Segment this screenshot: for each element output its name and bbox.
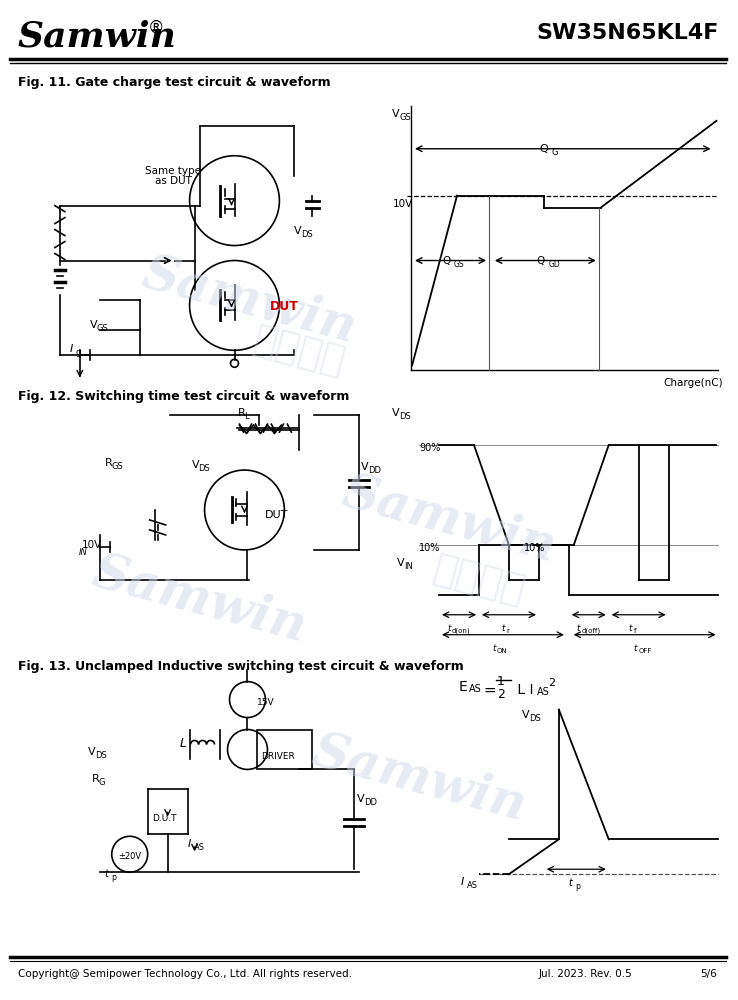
- Text: DS: DS: [301, 230, 313, 239]
- Text: p: p: [111, 873, 116, 882]
- Text: GS: GS: [97, 324, 108, 333]
- Text: V: V: [294, 226, 302, 236]
- Text: IN: IN: [404, 562, 413, 571]
- Text: DS: DS: [94, 751, 106, 760]
- Text: GS: GS: [111, 462, 123, 471]
- Text: t: t: [447, 624, 450, 633]
- Text: Samwin: Samwin: [306, 727, 531, 832]
- Text: G: G: [552, 148, 559, 157]
- Text: Copyright@ Semipower Technology Co., Ltd. All rights reserved.: Copyright@ Semipower Technology Co., Ltd…: [18, 969, 352, 979]
- Text: Charge(nC): Charge(nC): [663, 378, 723, 388]
- Text: V: V: [392, 408, 400, 418]
- Text: 90%: 90%: [419, 443, 441, 453]
- Text: t: t: [501, 624, 505, 633]
- Text: R: R: [105, 458, 112, 468]
- Text: Same type: Same type: [145, 166, 201, 176]
- Text: Fig. 13. Unclamped Inductive switching test circuit & waveform: Fig. 13. Unclamped Inductive switching t…: [18, 660, 463, 673]
- Text: =: =: [479, 683, 502, 698]
- Text: ±20V: ±20V: [118, 852, 141, 861]
- Text: V: V: [88, 747, 95, 757]
- Text: DS: DS: [399, 412, 411, 421]
- Text: AS: AS: [537, 687, 550, 697]
- Text: GD: GD: [549, 260, 561, 269]
- Text: as DUT: as DUT: [155, 176, 192, 186]
- Text: I: I: [461, 877, 464, 887]
- Text: Q: Q: [539, 144, 548, 154]
- Text: I: I: [70, 344, 73, 354]
- Text: DRIVER: DRIVER: [261, 752, 295, 761]
- Text: 5/6: 5/6: [700, 969, 717, 979]
- Text: ON: ON: [497, 648, 508, 654]
- Text: 版权所有: 版权所有: [249, 320, 349, 381]
- Text: 版权所有: 版权所有: [429, 549, 529, 610]
- Text: V: V: [397, 558, 404, 568]
- Text: 10%: 10%: [524, 543, 545, 553]
- Text: t: t: [629, 624, 632, 633]
- Text: V: V: [357, 794, 365, 804]
- Text: L: L: [244, 412, 249, 421]
- Text: G: G: [99, 778, 106, 787]
- Text: d(off): d(off): [582, 628, 601, 634]
- Text: t: t: [492, 644, 495, 653]
- Text: f: f: [634, 628, 636, 634]
- Text: GS: GS: [454, 260, 465, 269]
- Text: SW35N65KL4F: SW35N65KL4F: [536, 23, 719, 43]
- Text: p: p: [575, 882, 579, 891]
- Text: r: r: [506, 628, 508, 634]
- Text: OFF: OFF: [638, 648, 652, 654]
- Text: AS: AS: [469, 684, 482, 694]
- Text: 2: 2: [548, 678, 555, 688]
- Text: g: g: [76, 348, 81, 357]
- Text: D.U.T: D.U.T: [152, 814, 176, 823]
- Text: ®: ®: [148, 19, 164, 37]
- Text: Jul. 2023. Rev. 0.5: Jul. 2023. Rev. 0.5: [539, 969, 632, 979]
- Text: AS: AS: [193, 843, 204, 852]
- Text: V: V: [361, 462, 369, 472]
- Text: 10V: 10V: [82, 540, 102, 550]
- Text: DD: DD: [365, 798, 377, 807]
- Text: DS: DS: [529, 714, 541, 723]
- Text: 10V: 10V: [393, 199, 413, 209]
- Text: IN: IN: [79, 548, 88, 557]
- Text: AS: AS: [467, 881, 478, 890]
- Text: 15V: 15V: [258, 698, 275, 707]
- Text: V: V: [522, 710, 529, 720]
- Text: 10%: 10%: [419, 543, 441, 553]
- Text: Q: Q: [537, 256, 545, 266]
- Text: E: E: [459, 680, 468, 694]
- Text: I: I: [187, 839, 191, 849]
- Text: Q: Q: [442, 256, 450, 266]
- Text: V: V: [90, 320, 97, 330]
- Text: t: t: [569, 878, 573, 888]
- Text: L I: L I: [513, 683, 534, 697]
- Text: L: L: [179, 737, 187, 750]
- Text: t: t: [577, 624, 580, 633]
- Text: R: R: [92, 774, 100, 784]
- Text: d(on): d(on): [452, 628, 471, 634]
- Text: 1: 1: [497, 675, 505, 688]
- Text: Samwin: Samwin: [87, 548, 312, 652]
- Text: V: V: [192, 460, 199, 470]
- Text: DS: DS: [199, 464, 210, 473]
- Text: Samwin: Samwin: [337, 468, 562, 572]
- Text: Samwin: Samwin: [137, 248, 362, 353]
- Text: DD: DD: [368, 466, 382, 475]
- Text: Fig. 12. Switching time test circuit & waveform: Fig. 12. Switching time test circuit & w…: [18, 390, 349, 403]
- Text: 2: 2: [497, 688, 505, 701]
- Text: R: R: [238, 408, 245, 418]
- Text: V: V: [392, 109, 400, 119]
- Text: t: t: [105, 869, 108, 879]
- Text: t: t: [634, 644, 637, 653]
- Text: DUT: DUT: [269, 300, 298, 313]
- Text: Samwin: Samwin: [18, 19, 177, 53]
- FancyBboxPatch shape: [258, 730, 312, 769]
- Text: Fig. 11. Gate charge test circuit & waveform: Fig. 11. Gate charge test circuit & wave…: [18, 76, 331, 89]
- Text: GS: GS: [399, 113, 411, 122]
- Text: DUT: DUT: [264, 510, 288, 520]
